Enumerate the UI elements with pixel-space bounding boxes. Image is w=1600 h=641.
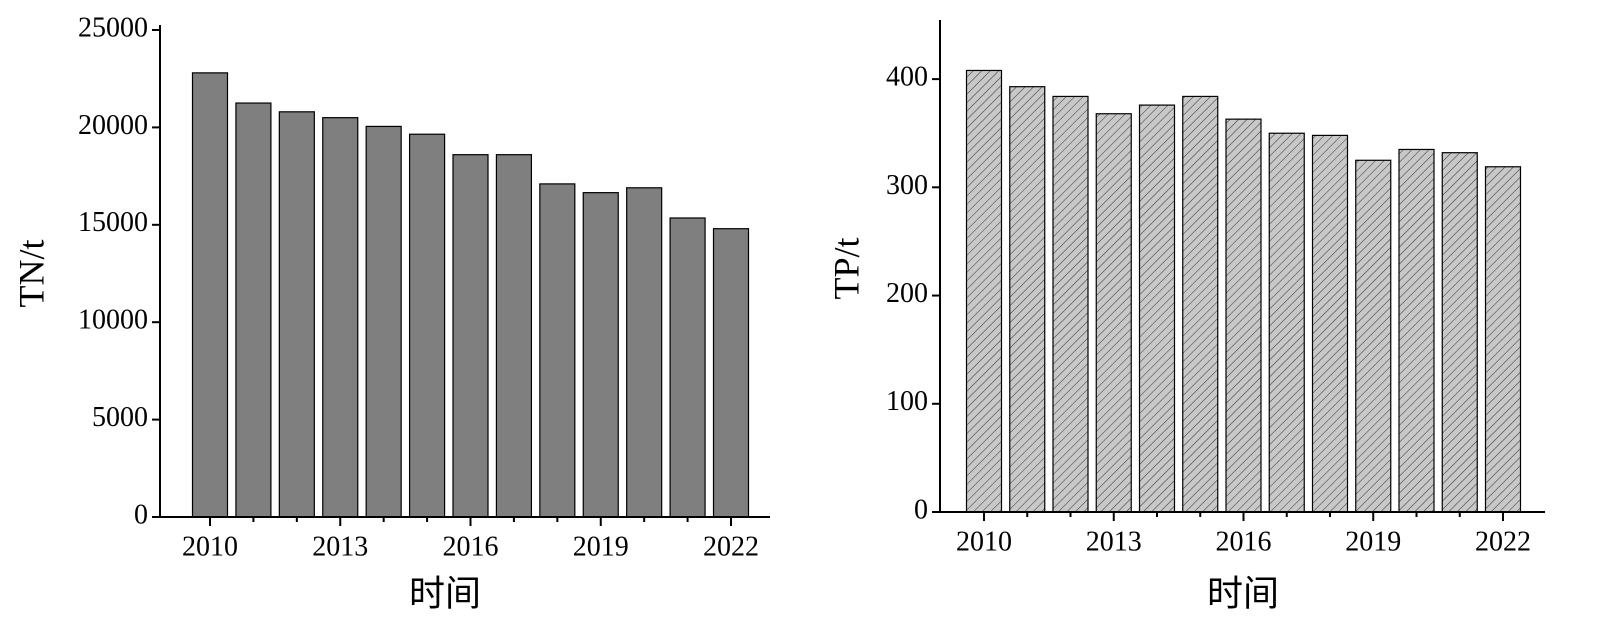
x-tick-label: 2013	[1086, 526, 1142, 557]
y-axis-label: TP/t	[826, 237, 866, 299]
x-tick-label: 2019	[573, 531, 629, 562]
bar	[1484, 166, 1522, 513]
bar	[712, 228, 750, 518]
y-axis-label: TN/t	[11, 240, 51, 308]
bar	[1052, 95, 1089, 513]
x-tick-label: 2019	[1345, 526, 1401, 557]
y-tick-label: 25000	[78, 12, 148, 43]
y-tick-label: 15000	[78, 207, 148, 238]
bar	[1268, 132, 1305, 513]
x-axis-label: 时间	[1207, 573, 1279, 613]
x-tick-label: 2013	[312, 531, 368, 562]
bar	[1095, 113, 1132, 513]
bar	[539, 183, 576, 518]
y-tick-label: 0	[914, 494, 928, 525]
bar	[1225, 118, 1262, 513]
y-tick-label: 400	[886, 62, 928, 93]
y-tick-label: 200	[886, 278, 928, 309]
bar	[669, 217, 706, 518]
x-axis-label: 时间	[409, 573, 481, 613]
bar	[495, 154, 533, 518]
bar	[1009, 86, 1046, 513]
bar	[1311, 134, 1349, 513]
bar	[1355, 159, 1392, 513]
x-tick-label: 2022	[703, 531, 759, 562]
bar	[1182, 95, 1219, 513]
x-tick-label: 2022	[1475, 526, 1531, 557]
bar	[965, 69, 1003, 513]
y-tick-label: 300	[886, 170, 928, 201]
x-tick-label: 2016	[443, 531, 499, 562]
bar	[191, 72, 229, 518]
bar	[1398, 148, 1435, 513]
x-tick-label: 2016	[1216, 526, 1272, 557]
bar	[235, 102, 272, 518]
bar	[278, 111, 315, 518]
bar	[582, 192, 619, 518]
y-tick-label: 100	[886, 386, 928, 417]
x-tick-label: 2010	[956, 526, 1012, 557]
y-tick-label: 0	[134, 499, 148, 530]
y-tick-label: 10000	[78, 305, 148, 336]
bar	[365, 125, 402, 518]
y-tick-label: 5000	[92, 402, 148, 433]
bar	[322, 117, 359, 518]
bar	[1441, 152, 1478, 513]
x-tick-label: 2010	[182, 531, 238, 562]
bar	[452, 154, 489, 518]
bar	[626, 187, 663, 518]
bar	[408, 133, 446, 518]
bar	[1138, 104, 1176, 513]
y-tick-label: 20000	[78, 110, 148, 141]
